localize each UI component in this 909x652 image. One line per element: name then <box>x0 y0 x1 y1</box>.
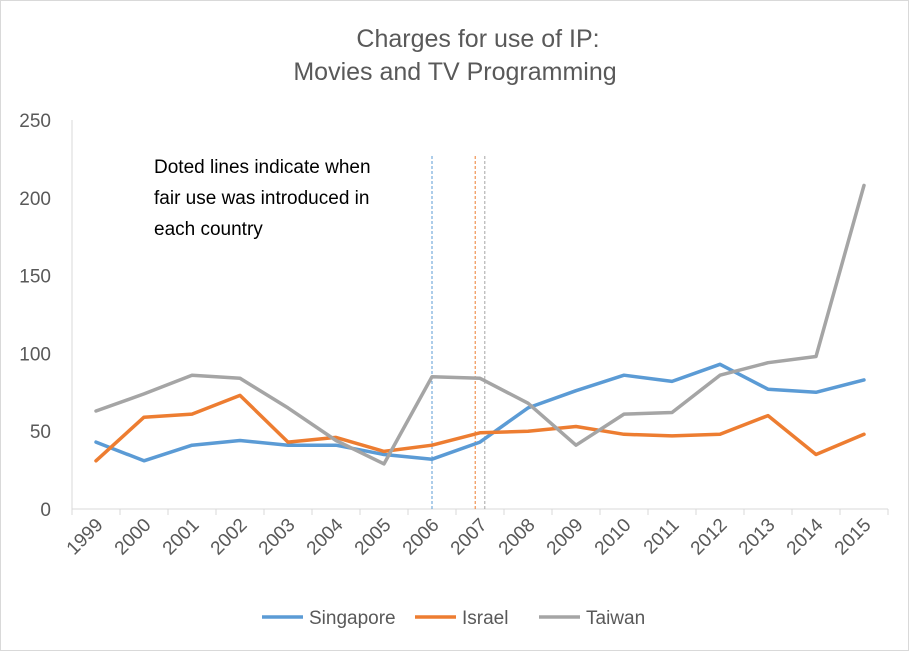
annotation-line-3: each country <box>154 219 263 240</box>
x-tick-label: 2006 <box>399 515 444 560</box>
x-tick-label: 2001 <box>159 515 204 560</box>
x-tick-label: 2007 <box>447 515 492 560</box>
x-tick-label: 2014 <box>783 514 828 559</box>
y-tick-label: 50 <box>30 422 51 443</box>
x-tick-label: 2009 <box>543 515 588 560</box>
annotation-line-1: Doted lines indicate when <box>154 157 371 178</box>
annotation: Doted lines indicate when fair use was i… <box>154 157 371 240</box>
legend-label-singapore: Singapore <box>309 608 396 629</box>
x-tick-label: 2013 <box>735 515 780 560</box>
series-line-taiwan <box>94 183 866 466</box>
x-tick-label: 1999 <box>63 515 108 560</box>
x-tick-label: 2000 <box>111 515 156 560</box>
y-tick-label: 250 <box>19 111 51 132</box>
x-tick-label: 2004 <box>303 514 348 559</box>
x-tick-label: 2010 <box>591 515 636 560</box>
y-tick-label: 100 <box>19 344 51 365</box>
annotation-line-2: fair use was introduced in <box>154 188 369 209</box>
fair-use-reference-lines <box>431 156 486 509</box>
x-tick-label: 2015 <box>831 515 876 560</box>
x-tick-label: 2011 <box>640 515 684 559</box>
legend-label-israel: Israel <box>462 608 508 629</box>
y-tick-label: 150 <box>19 267 51 288</box>
x-tick-label: 2003 <box>255 515 300 560</box>
x-tick-label: 2012 <box>687 515 732 560</box>
x-tick-label: 2008 <box>495 515 540 560</box>
legend-label-taiwan: Taiwan <box>586 608 645 629</box>
x-tick-label: 2002 <box>207 515 252 560</box>
legend: Singapore Israel Taiwan <box>262 608 645 629</box>
x-tick-label: 2005 <box>351 515 396 560</box>
series-line-israel <box>94 393 866 463</box>
chart-title-line-1: Charges for use of IP: <box>356 25 599 53</box>
chart-title-line-2: Movies and TV Programming <box>293 58 616 86</box>
y-tick-label: 0 <box>40 500 51 521</box>
series-lines <box>94 183 866 466</box>
y-tick-label: 200 <box>19 189 51 210</box>
